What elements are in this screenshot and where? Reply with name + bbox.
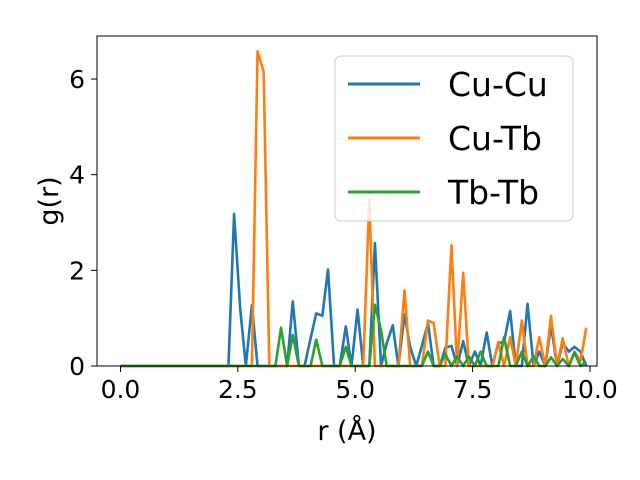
y-tick-label: 4 — [69, 161, 85, 190]
x-tick-label: 5.0 — [335, 375, 375, 404]
y-tick-label: 6 — [69, 65, 85, 94]
x-tick-label: 2.5 — [218, 375, 258, 404]
x-tick-label: 0.0 — [101, 375, 141, 404]
y-axis-ticks: 0 2 4 6 — [69, 65, 97, 381]
y-tick-label: 0 — [69, 352, 85, 381]
legend-label-cu-cu: Cu-Cu — [448, 65, 548, 104]
plot-area-frame — [96, 35, 598, 367]
x-tick-label: 10.0 — [562, 375, 618, 404]
x-axis-label: r (Å) — [317, 415, 376, 447]
y-axis-label: g(r) — [34, 176, 65, 225]
legend: Cu-Cu Cu-Tb Tb-Tb — [334, 55, 574, 222]
y-tick-label: 2 — [69, 256, 85, 285]
legend-label-tb-tb: Tb-Tb — [447, 173, 539, 212]
legend-frame — [334, 55, 574, 222]
legend-label-cu-tb: Cu-Tb — [448, 119, 542, 158]
x-tick-label: 7.5 — [453, 375, 493, 404]
x-axis-ticks: 0.0 2.5 5.0 7.5 10.0 — [101, 366, 618, 404]
